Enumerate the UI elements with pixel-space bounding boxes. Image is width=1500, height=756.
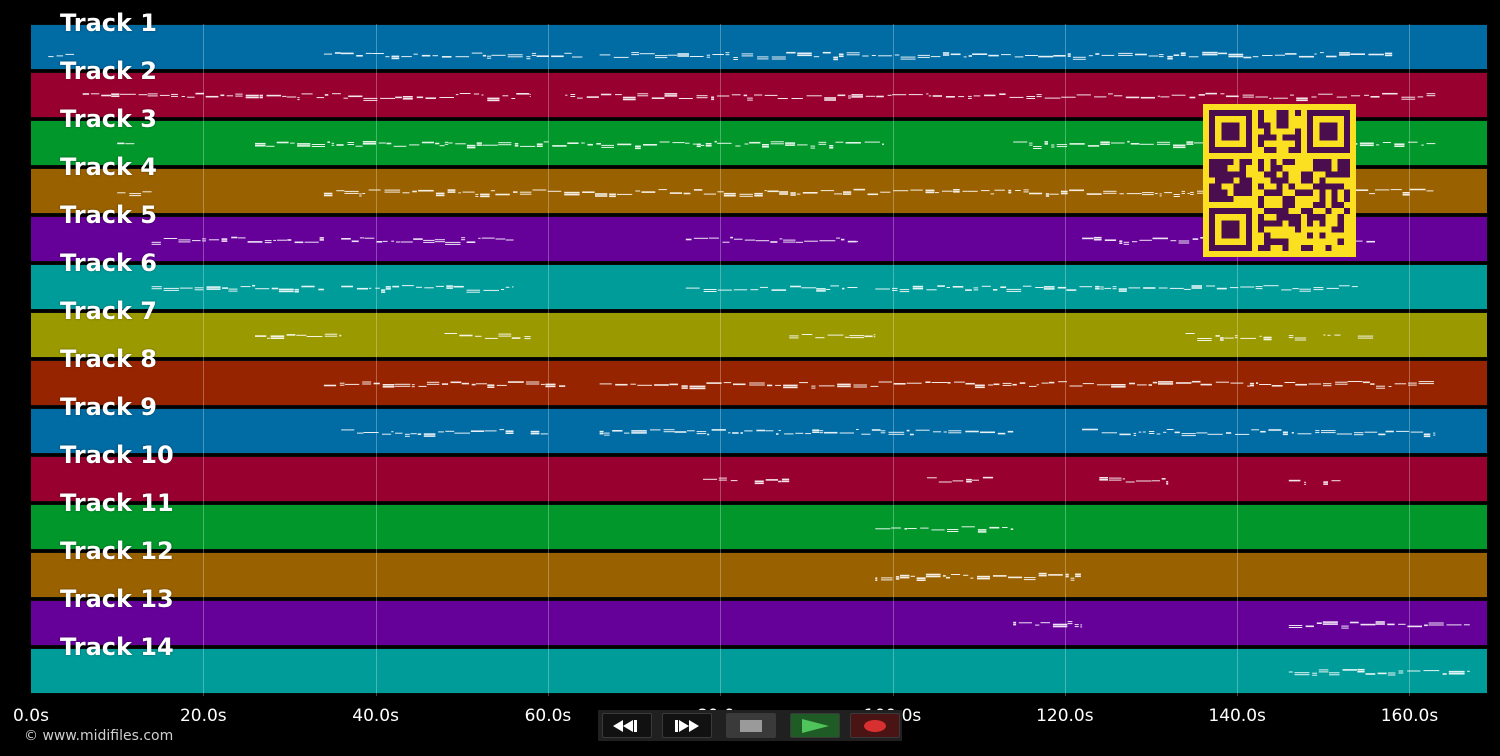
track-notes xyxy=(151,284,1358,293)
rewind-button[interactable] xyxy=(602,713,652,738)
track-label: Track 4 xyxy=(60,153,158,181)
gridline xyxy=(1409,24,1411,696)
track-lane[interactable] xyxy=(31,360,1487,406)
track-notes xyxy=(341,428,1436,438)
time-tick-label: 120.0s xyxy=(1036,706,1094,726)
qr-code xyxy=(1203,104,1356,257)
track-lane[interactable] xyxy=(31,408,1487,454)
stop-icon xyxy=(740,719,762,732)
time-tick-label: 40.0s xyxy=(352,706,399,726)
time-tick-label: 160.0s xyxy=(1380,706,1439,726)
gridline xyxy=(892,24,894,696)
track-notes xyxy=(1013,621,1470,629)
copyright-text: © www.midifiles.com xyxy=(24,728,174,744)
transport-controls xyxy=(598,710,902,741)
track-label: Track 7 xyxy=(60,297,158,325)
gridline xyxy=(1237,24,1239,696)
track-lane[interactable] xyxy=(31,552,1487,598)
play-icon xyxy=(802,718,829,733)
track-label: Track 13 xyxy=(60,585,174,613)
rewind-icon xyxy=(613,719,637,732)
track-lane[interactable] xyxy=(31,648,1487,694)
track-label: Track 5 xyxy=(60,201,158,229)
time-tick-label: 20.0s xyxy=(179,706,227,726)
track-label: Track 1 xyxy=(60,9,158,37)
fast-forward-button[interactable] xyxy=(662,713,712,738)
track-notes xyxy=(1288,668,1470,676)
track-lane[interactable] xyxy=(31,600,1487,646)
record-button[interactable] xyxy=(850,713,900,738)
track-label: Track 12 xyxy=(60,537,174,565)
track-notes xyxy=(875,572,1081,582)
time-tick-label: 0.0s xyxy=(13,706,49,726)
track-label: Track 9 xyxy=(60,393,158,421)
time-tick-label: 140.0s xyxy=(1208,706,1266,726)
track-label: Track 14 xyxy=(60,633,174,661)
gridline xyxy=(720,24,722,696)
record-icon xyxy=(864,719,886,732)
time-tick-label: 60.0s xyxy=(524,706,572,726)
play-button[interactable] xyxy=(790,713,840,738)
track-label: Track 2 xyxy=(60,57,158,85)
track-notes xyxy=(323,380,1434,390)
gridline xyxy=(203,24,205,696)
stop-button[interactable] xyxy=(726,713,776,738)
gridline xyxy=(547,24,549,696)
track-notes xyxy=(48,51,1393,61)
track-lane[interactable] xyxy=(31,264,1487,310)
fast-forward-icon xyxy=(675,719,699,732)
track-lane[interactable] xyxy=(31,504,1487,550)
track-notes xyxy=(117,140,1436,150)
track-label: Track 8 xyxy=(60,345,158,373)
track-notes xyxy=(255,333,1374,341)
track-label: Track 3 xyxy=(60,105,158,133)
track-lane[interactable] xyxy=(31,312,1487,358)
track-notes xyxy=(703,476,1341,485)
track-lane[interactable] xyxy=(31,456,1487,502)
piano-roll-timeline[interactable]: Track 1 Track 2 Track 3 Track 4 Track 5 Track… xyxy=(31,10,1487,696)
gridline xyxy=(375,24,377,696)
track-lane[interactable] xyxy=(31,24,1487,70)
track-label: Track 6 xyxy=(60,249,158,277)
track-notes xyxy=(875,526,1014,533)
track-label: Track 10 xyxy=(60,441,174,469)
track-label: Track 11 xyxy=(60,489,174,517)
gridline xyxy=(1064,24,1066,696)
track-notes xyxy=(82,92,1436,102)
